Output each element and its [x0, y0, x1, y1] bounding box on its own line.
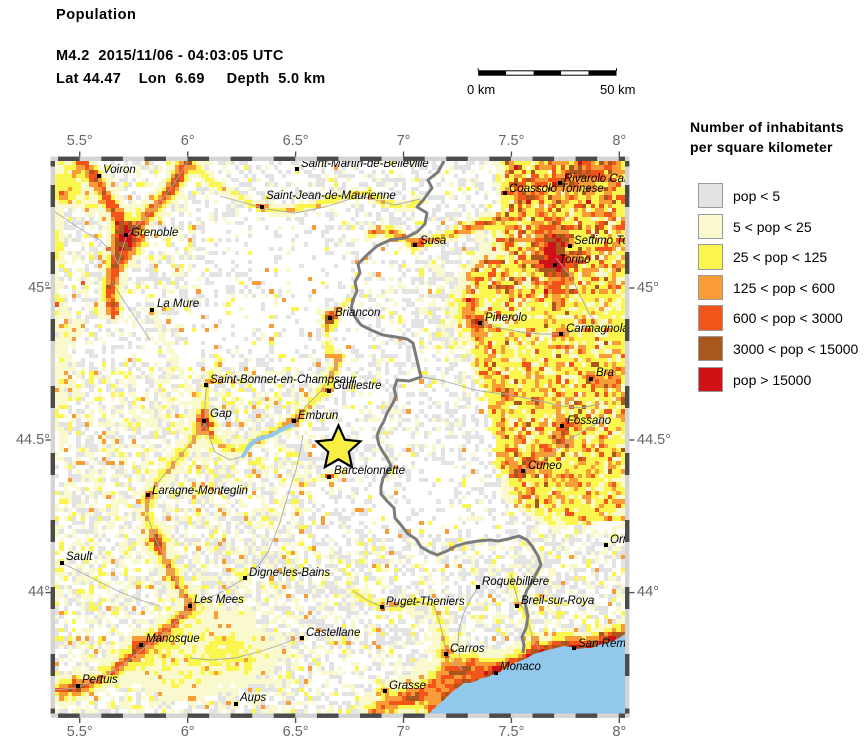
- svg-text:Barcelonnette: Barcelonnette: [334, 465, 405, 477]
- svg-text:Breil-sur-Roya: Breil-sur-Roya: [521, 595, 594, 607]
- svg-text:Saint-Bonnet-en-Champsaur: Saint-Bonnet-en-Champsaur: [210, 374, 358, 386]
- svg-text:Puget-Theniers: Puget-Theniers: [386, 596, 465, 608]
- svg-text:Pinerolo: Pinerolo: [485, 312, 528, 324]
- svg-text:La Mure: La Mure: [157, 298, 199, 310]
- svg-text:Settimo To: Settimo To: [574, 235, 629, 247]
- svg-text:Gap: Gap: [210, 408, 232, 420]
- svg-text:Pertuis: Pertuis: [82, 674, 118, 686]
- svg-text:Grasse: Grasse: [389, 680, 426, 692]
- svg-text:Castellane: Castellane: [306, 627, 360, 639]
- svg-text:Susa: Susa: [420, 235, 446, 247]
- svg-text:Rivarolo Can: Rivarolo Can: [564, 173, 630, 185]
- svg-text:Monaco: Monaco: [500, 661, 542, 673]
- svg-text:Roquebilliere: Roquebilliere: [482, 576, 549, 588]
- svg-text:Orm: Orm: [610, 534, 633, 546]
- svg-text:Fossano: Fossano: [567, 415, 612, 427]
- svg-text:Embrun: Embrun: [298, 410, 338, 422]
- svg-text:Bra: Bra: [596, 367, 614, 379]
- svg-text:Guillestre: Guillestre: [333, 380, 382, 392]
- svg-text:Saint-Martin-de-Belleville: Saint-Martin-de-Belleville: [301, 158, 429, 170]
- svg-text:San Remo: San Remo: [578, 638, 633, 650]
- svg-text:Carros: Carros: [450, 643, 485, 655]
- svg-text:Laragne-Monteglin: Laragne-Monteglin: [152, 485, 248, 497]
- svg-text:Digne-les-Bains: Digne-les-Bains: [249, 567, 330, 579]
- svg-text:Briancon: Briancon: [335, 307, 380, 319]
- svg-text:Saint-Jean-de-Maurienne: Saint-Jean-de-Maurienne: [266, 190, 396, 202]
- svg-text:Coassolo Torinese: Coassolo Torinese: [509, 183, 604, 195]
- svg-text:Carmagnola: Carmagnola: [566, 323, 629, 335]
- svg-text:Les Mees: Les Mees: [194, 594, 244, 606]
- svg-text:Sault: Sault: [66, 551, 93, 563]
- svg-text:Cuneo: Cuneo: [528, 460, 562, 472]
- svg-text:Aups: Aups: [239, 692, 266, 704]
- svg-text:Voiron: Voiron: [103, 164, 136, 176]
- svg-text:Manosque: Manosque: [146, 633, 200, 645]
- svg-text:Torino: Torino: [559, 254, 591, 266]
- svg-text:Grenoble: Grenoble: [131, 227, 178, 239]
